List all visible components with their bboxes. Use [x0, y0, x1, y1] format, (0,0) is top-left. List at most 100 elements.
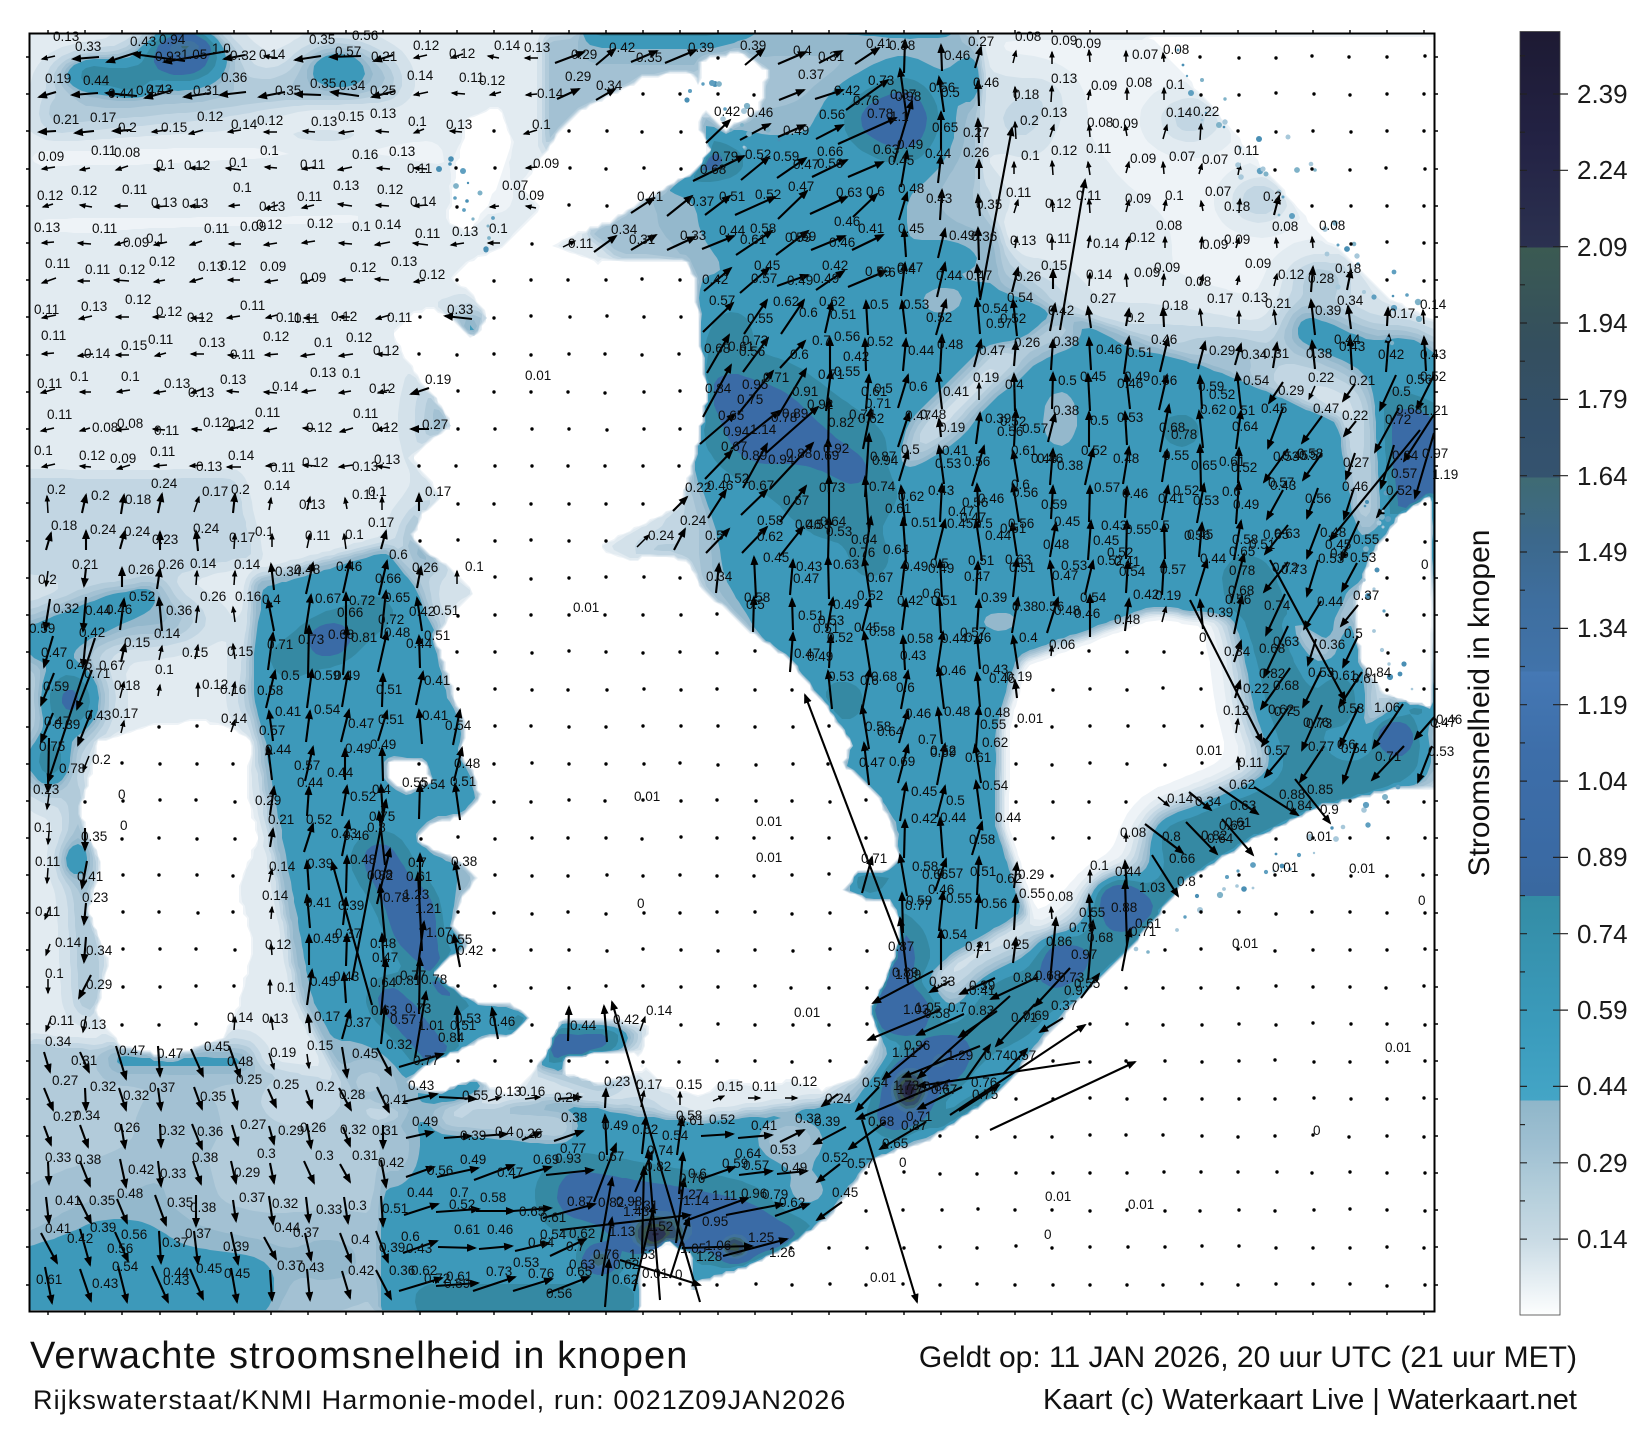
- svg-text:0.51: 0.51: [798, 608, 824, 623]
- svg-text:0.01: 0.01: [1196, 743, 1222, 758]
- svg-text:0.13: 0.13: [446, 117, 472, 132]
- svg-text:0.67: 0.67: [867, 570, 893, 585]
- svg-text:0.11: 0.11: [294, 311, 319, 326]
- svg-text:0.12: 0.12: [1045, 196, 1071, 211]
- svg-text:0.55: 0.55: [402, 775, 428, 790]
- svg-text:0.11: 0.11: [1238, 755, 1263, 770]
- svg-text:0.34: 0.34: [339, 78, 366, 93]
- svg-text:0.4: 0.4: [372, 782, 391, 797]
- svg-text:0.26: 0.26: [963, 145, 989, 160]
- svg-text:0.49: 0.49: [813, 271, 839, 286]
- svg-text:1.26: 1.26: [769, 1245, 795, 1260]
- svg-text:0.43: 0.43: [85, 708, 111, 723]
- svg-text:0.54: 0.54: [662, 1128, 689, 1143]
- svg-text:0.65: 0.65: [1191, 458, 1217, 473]
- svg-text:0.49: 0.49: [781, 1160, 807, 1175]
- svg-text:0.43: 0.43: [982, 662, 1008, 677]
- svg-text:0.1: 0.1: [260, 143, 279, 158]
- svg-text:0.22: 0.22: [1342, 408, 1368, 423]
- svg-text:0.31: 0.31: [372, 1123, 398, 1138]
- svg-text:0.46: 0.46: [989, 671, 1015, 686]
- svg-text:0.49: 0.49: [460, 1152, 486, 1167]
- svg-text:0.13: 0.13: [220, 372, 246, 387]
- svg-text:0.42: 0.42: [67, 1231, 93, 1246]
- svg-text:0.95: 0.95: [742, 377, 768, 392]
- svg-text:0.44: 0.44: [163, 1265, 190, 1280]
- svg-text:0.51: 0.51: [931, 593, 957, 608]
- svg-text:0.11: 0.11: [122, 182, 147, 197]
- svg-text:0.31: 0.31: [818, 49, 844, 64]
- svg-text:0.46: 0.46: [1342, 479, 1368, 494]
- svg-text:0: 0: [1044, 1227, 1052, 1242]
- svg-text:0.71: 0.71: [1130, 924, 1156, 939]
- svg-text:0.59: 0.59: [444, 1276, 470, 1291]
- svg-text:0.69: 0.69: [930, 745, 956, 760]
- svg-text:0.48: 0.48: [920, 407, 946, 422]
- svg-text:0.54: 0.54: [982, 301, 1009, 316]
- svg-text:0.2: 0.2: [38, 572, 57, 587]
- svg-text:0.12: 0.12: [156, 304, 182, 319]
- svg-text:0.5: 0.5: [1299, 448, 1318, 463]
- svg-text:0.43: 0.43: [408, 1078, 434, 1093]
- svg-text:0.49: 0.49: [602, 1118, 628, 1133]
- svg-text:0.55: 0.55: [1125, 522, 1151, 537]
- svg-text:0.42: 0.42: [609, 40, 635, 55]
- svg-text:0.13: 0.13: [81, 299, 107, 314]
- svg-text:0.41: 0.41: [382, 1092, 408, 1107]
- svg-text:0.41: 0.41: [55, 1193, 81, 1208]
- svg-text:0.01: 0.01: [1045, 1189, 1071, 1204]
- svg-text:0.45: 0.45: [832, 1185, 858, 1200]
- svg-text:0.19: 0.19: [270, 1045, 296, 1060]
- svg-text:0.53: 0.53: [1428, 744, 1454, 759]
- svg-text:0.12: 0.12: [413, 38, 439, 53]
- svg-text:0.44: 0.44: [85, 603, 112, 618]
- svg-text:0.96: 0.96: [741, 1186, 767, 1201]
- svg-text:0.53: 0.53: [818, 613, 844, 628]
- svg-text:0.09: 0.09: [1112, 116, 1138, 131]
- svg-text:0.14: 0.14: [1166, 105, 1193, 120]
- svg-text:0.51: 0.51: [970, 864, 996, 879]
- svg-text:0.82: 0.82: [1259, 666, 1285, 681]
- svg-text:0.09: 0.09: [38, 149, 64, 164]
- svg-text:0.6: 0.6: [790, 347, 809, 362]
- svg-text:0.33: 0.33: [316, 1202, 342, 1217]
- svg-text:0.12: 0.12: [71, 183, 97, 198]
- svg-text:0.26: 0.26: [300, 1120, 326, 1135]
- svg-text:0.72: 0.72: [1385, 412, 1411, 427]
- svg-text:0.61: 0.61: [1352, 671, 1378, 686]
- svg-text:0.21: 0.21: [1265, 296, 1291, 311]
- svg-text:0.46: 0.46: [965, 630, 991, 645]
- svg-text:0.63: 0.63: [569, 1257, 595, 1272]
- svg-text:0.48: 0.48: [944, 704, 970, 719]
- svg-text:0.14: 0.14: [227, 1010, 254, 1025]
- svg-text:0.22: 0.22: [1243, 681, 1269, 696]
- svg-text:0.44: 0.44: [1115, 864, 1142, 879]
- svg-text:0.45: 0.45: [204, 1039, 230, 1054]
- svg-text:0.44: 0.44: [940, 810, 967, 825]
- svg-text:0.46: 0.46: [834, 214, 860, 229]
- svg-text:0.45: 0.45: [898, 221, 924, 236]
- svg-text:0.14: 0.14: [494, 38, 521, 53]
- svg-text:1.05: 1.05: [680, 1241, 706, 1256]
- svg-text:0.54: 0.54: [1007, 290, 1034, 305]
- svg-text:0.12: 0.12: [119, 262, 145, 277]
- svg-text:0.39: 0.39: [688, 40, 714, 55]
- svg-text:0.5: 0.5: [1392, 384, 1411, 399]
- svg-text:0.48: 0.48: [898, 181, 924, 196]
- svg-text:0.78: 0.78: [383, 890, 409, 905]
- svg-text:0.11: 0.11: [240, 298, 265, 313]
- svg-text:0.13: 0.13: [311, 114, 337, 129]
- svg-text:0.12: 0.12: [419, 267, 445, 282]
- svg-text:0.51: 0.51: [450, 1018, 476, 1033]
- svg-text:0.57: 0.57: [390, 1012, 416, 1027]
- svg-text:0.13: 0.13: [524, 40, 550, 55]
- svg-text:0.65: 0.65: [1263, 527, 1289, 542]
- svg-text:0.42: 0.42: [1378, 347, 1404, 362]
- svg-text:1.27: 1.27: [677, 1187, 703, 1202]
- svg-text:0.32: 0.32: [340, 1122, 366, 1137]
- svg-text:0.47: 0.47: [348, 716, 374, 731]
- svg-text:0.13: 0.13: [1010, 233, 1036, 248]
- svg-text:0.8: 0.8: [374, 867, 393, 882]
- svg-text:0.13: 0.13: [374, 452, 400, 467]
- svg-text:0.43: 0.43: [796, 559, 822, 574]
